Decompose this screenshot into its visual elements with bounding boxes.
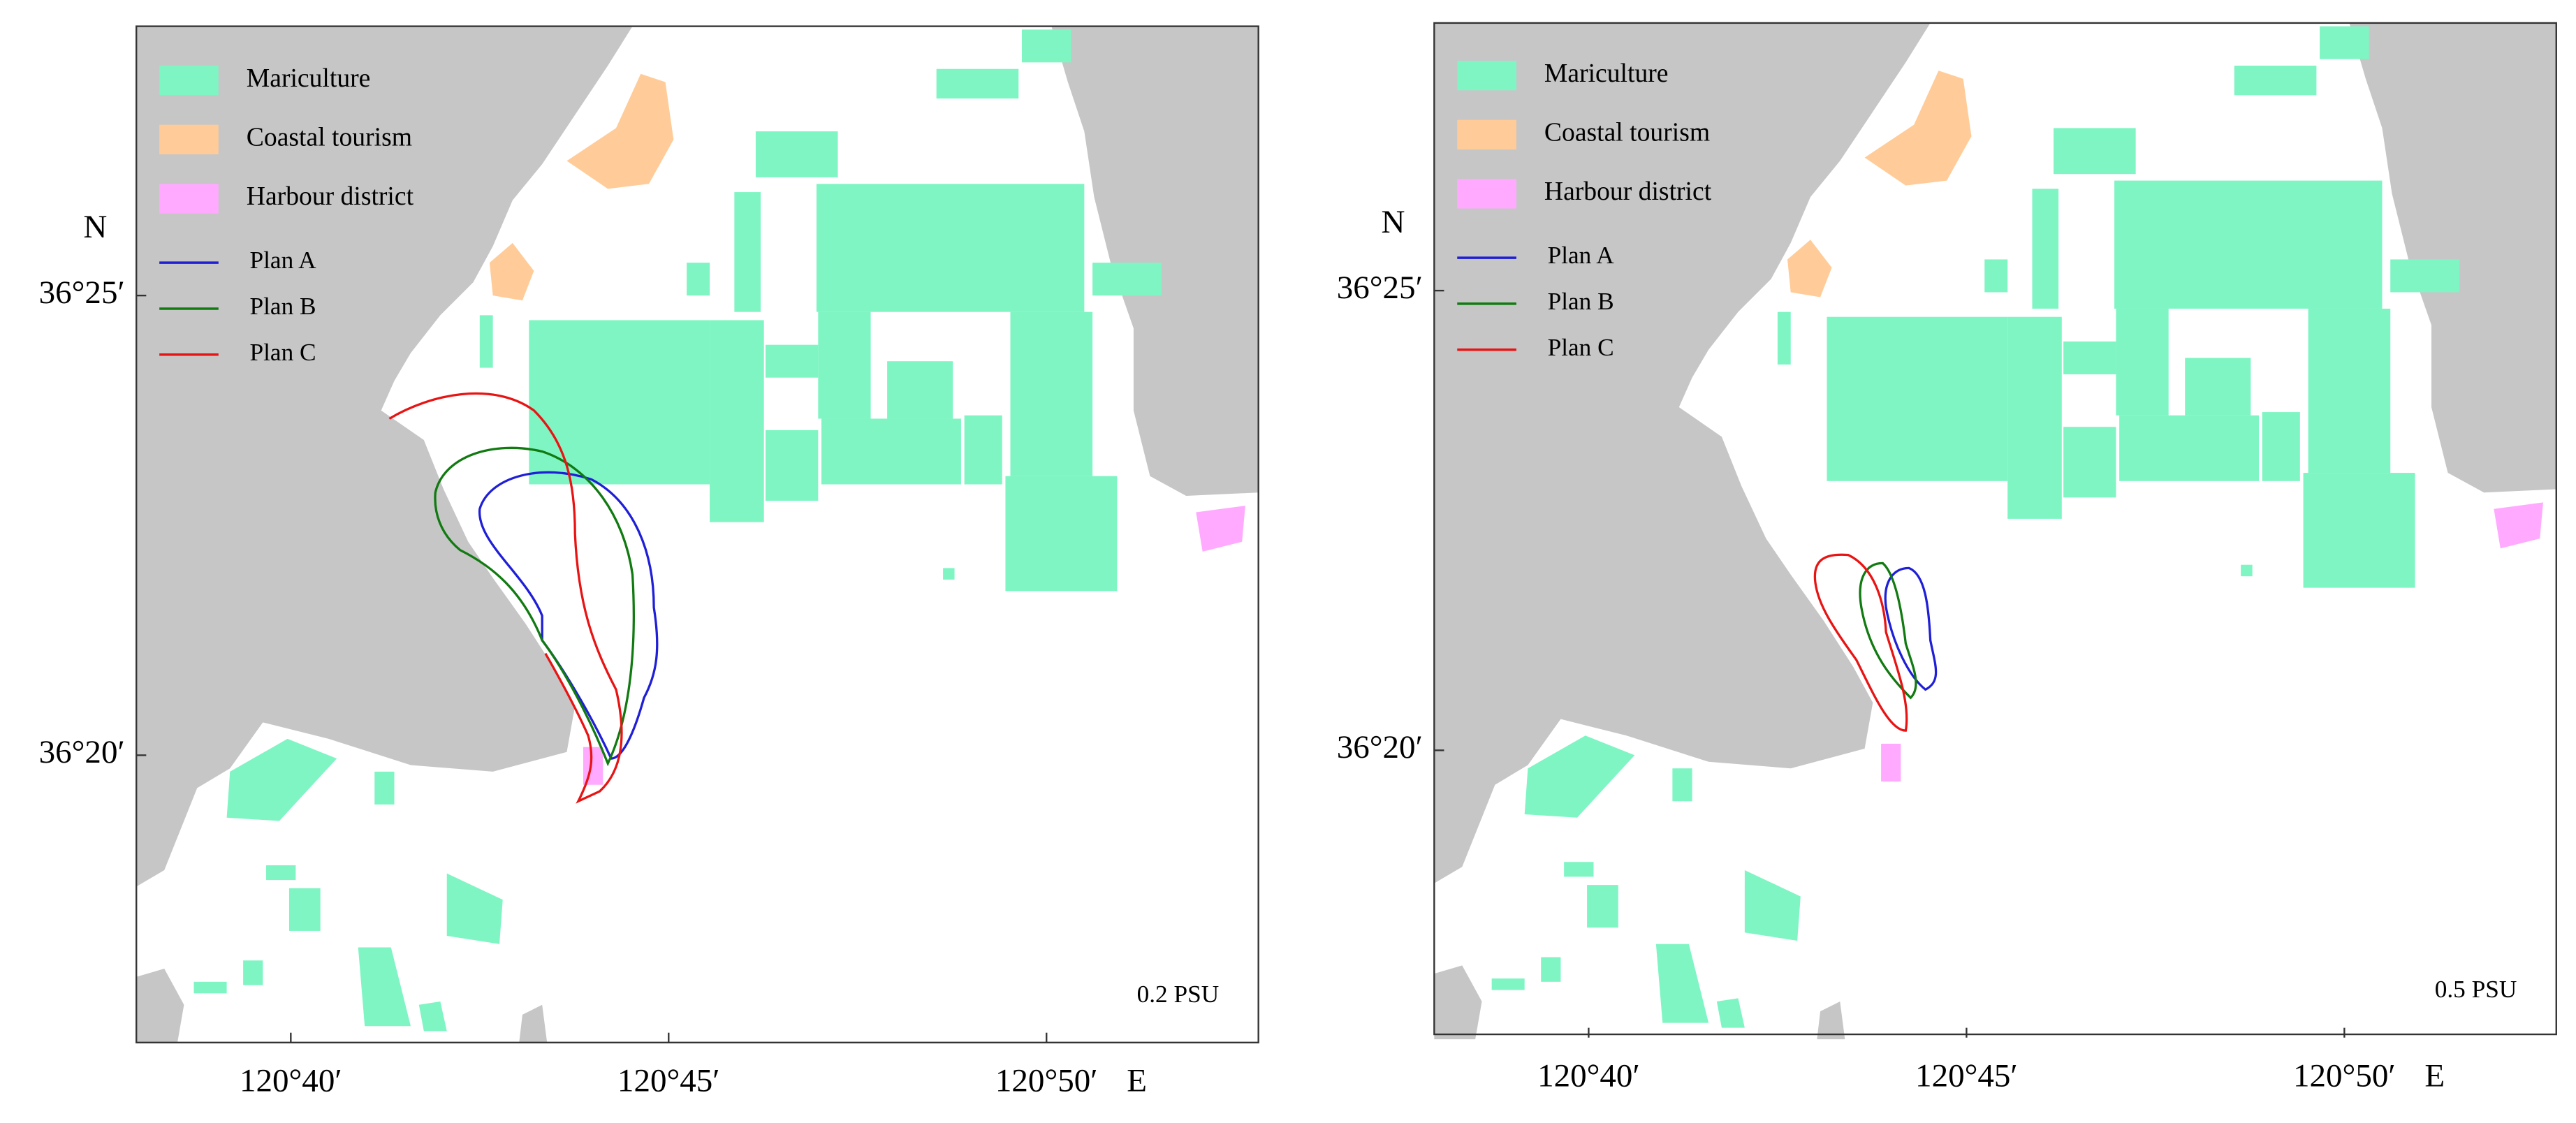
- legend-swatch: [1457, 119, 1516, 149]
- lon-label: 120°45′: [617, 1062, 720, 1099]
- legend-swatch: [1457, 60, 1516, 91]
- lon-label: 120°40′: [1537, 1057, 1640, 1094]
- contour: [1884, 566, 1938, 691]
- legend-label: Mariculture: [1544, 59, 1669, 88]
- lat-label: 36°20′: [39, 734, 125, 770]
- east-label: E: [1127, 1062, 1147, 1099]
- north-label: N: [83, 209, 107, 245]
- contour: [388, 392, 623, 804]
- lat-label: 36°25′: [1337, 270, 1423, 306]
- legend-label: Plan C: [1548, 334, 1614, 361]
- contour: [434, 446, 635, 767]
- legend-label: Plan A: [1548, 242, 1615, 269]
- map-panel: [1433, 22, 2557, 1040]
- legend-label: Harbour district: [1544, 177, 1712, 206]
- lon-label: 120°40′: [240, 1062, 342, 1099]
- legend-label: Coastal tourism: [247, 122, 412, 152]
- legend-swatch: [159, 124, 219, 154]
- salinity-label: 0.5 PSU: [2435, 976, 2517, 1003]
- north-label: N: [1382, 204, 1405, 240]
- lat-label: 36°25′: [39, 274, 125, 311]
- panel-annotations: Mariculture Coastal tourism Harbour distri…: [39, 64, 1220, 1099]
- legend-swatch: [159, 66, 219, 96]
- legend-label: Harbour district: [247, 182, 414, 211]
- legend-label: Plan A: [250, 247, 317, 274]
- contour: [478, 471, 659, 760]
- legend-swatch: [159, 184, 219, 214]
- panel-annotations: Mariculture Coastal tourism Harbour distri…: [1337, 59, 2517, 1094]
- legend-label: Plan B: [1548, 288, 1614, 315]
- legend-label: Plan B: [250, 293, 316, 320]
- contour: [1859, 562, 1917, 700]
- legend-label: Mariculture: [247, 64, 371, 93]
- lon-label: 120°50′: [2293, 1057, 2396, 1094]
- legend-label: Coastal tourism: [1544, 117, 1710, 147]
- legend-label: Plan C: [250, 339, 316, 366]
- salinity-label: 0.2 PSU: [1137, 981, 1220, 1008]
- lon-label: 120°50′: [995, 1062, 1098, 1099]
- contour: [1813, 553, 1908, 732]
- legend-swatch: [1457, 179, 1516, 209]
- east-label: E: [2424, 1057, 2445, 1094]
- lon-label: 120°45′: [1915, 1057, 2018, 1094]
- lat-label: 36°20′: [1337, 729, 1423, 765]
- map-panel: [136, 25, 1259, 1043]
